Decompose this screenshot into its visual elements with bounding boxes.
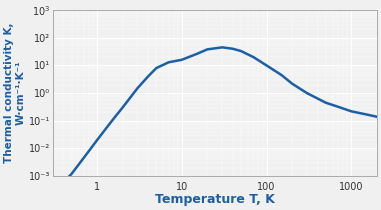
Text: 10: 10 xyxy=(176,182,188,192)
Text: 100: 100 xyxy=(257,182,276,192)
Y-axis label: Thermal conductivity K,
W·cm⁻¹·K⁻¹: Thermal conductivity K, W·cm⁻¹·K⁻¹ xyxy=(4,23,26,163)
Text: 1: 1 xyxy=(94,182,100,192)
X-axis label: Temperature T, K: Temperature T, K xyxy=(155,193,275,206)
Text: 1000: 1000 xyxy=(339,182,363,192)
